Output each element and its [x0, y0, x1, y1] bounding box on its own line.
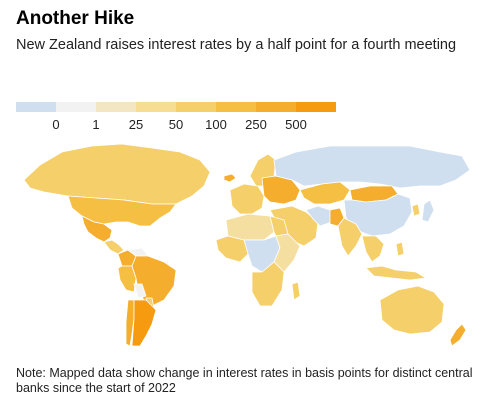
legend-label-100: 100 — [205, 117, 227, 132]
region-australia — [379, 285, 445, 335]
legend-swatch-5 — [216, 102, 256, 112]
legend-swatch-1 — [56, 102, 96, 112]
region-russia — [273, 145, 471, 189]
chart-title: Another Hike — [16, 8, 135, 29]
world-map — [23, 139, 471, 347]
chart-subtitle: New Zealand raises interest rates by a h… — [16, 37, 457, 53]
legend-label-0: 0 — [52, 117, 60, 132]
region-southeast-asia — [361, 235, 385, 263]
legend-swatch-7 — [296, 102, 336, 112]
region-madagascar — [291, 281, 301, 301]
footnote: Note: Mapped data show change in interes… — [16, 366, 473, 395]
region-indonesia — [365, 265, 427, 281]
region-new-zealand — [449, 323, 467, 347]
region-india — [337, 217, 363, 257]
legend-swatch-4 — [176, 102, 216, 112]
region-brazil — [131, 255, 177, 307]
region-korea — [411, 203, 421, 217]
region-southern-africa — [251, 261, 285, 307]
legend-swatch-0 — [16, 102, 56, 112]
region-canada — [23, 143, 211, 205]
legend-swatch-6 — [256, 102, 296, 112]
legend-label-250: 250 — [245, 117, 267, 132]
legend-label-500: 500 — [285, 117, 307, 132]
legend-label-50: 50 — [168, 117, 184, 132]
legend-label-25: 25 — [128, 117, 144, 132]
region-argentina — [131, 299, 157, 347]
region-mexico — [81, 215, 113, 243]
legend-swatches — [16, 102, 336, 112]
region-east-africa — [273, 233, 301, 273]
legend-swatch-3 — [136, 102, 176, 112]
color-legend: 0 1 25 50 100 250 500 — [16, 102, 336, 142]
region-iceland — [223, 173, 237, 183]
region-bolivia — [133, 283, 147, 299]
region-west-africa — [215, 235, 251, 263]
region-philippines — [395, 241, 405, 257]
region-japan — [421, 199, 435, 223]
region-western-europe — [229, 183, 265, 215]
region-north-africa — [225, 213, 275, 241]
legend-label-1: 1 — [92, 117, 100, 132]
legend-swatch-2 — [96, 102, 136, 112]
region-central-america — [103, 239, 125, 255]
region-greenland — [209, 139, 256, 175]
